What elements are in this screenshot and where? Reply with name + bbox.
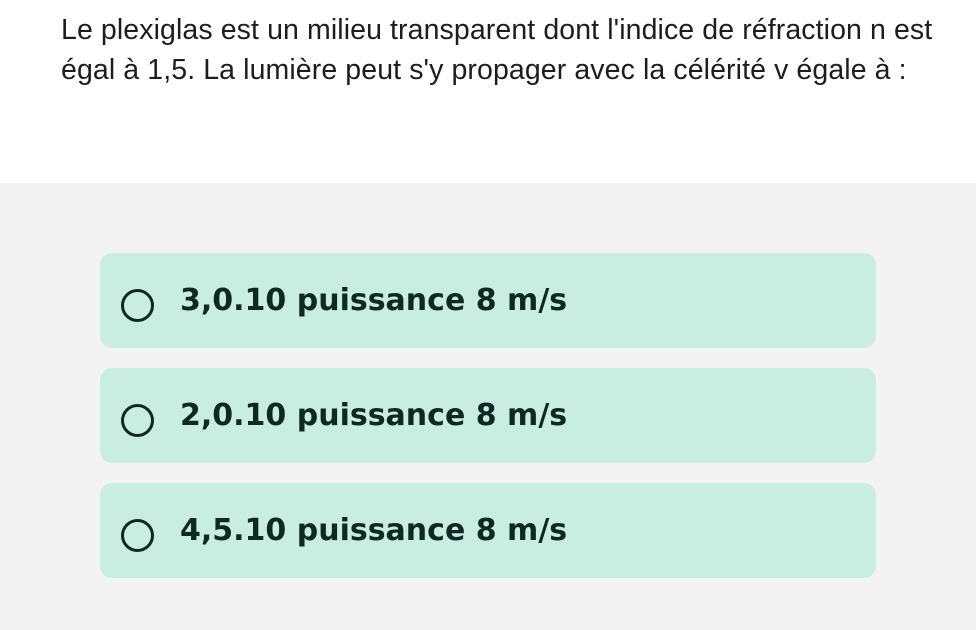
radio-button-icon[interactable] [121,519,154,552]
answer-label: 3,0.10 puissance 8 m/s [180,283,568,318]
question-text: Le plexiglas est un milieu transparent d… [61,14,933,86]
answer-option-2[interactable]: 2,0.10 puissance 8 m/s [100,368,876,463]
answer-label: 4,5.10 puissance 8 m/s [180,513,568,548]
answers-list: 3,0.10 puissance 8 m/s 2,0.10 puissance … [0,183,976,630]
radio-button-icon[interactable] [121,404,154,437]
radio-button-icon[interactable] [121,289,154,322]
answer-label: 2,0.10 puissance 8 m/s [180,398,568,433]
answer-option-1[interactable]: 3,0.10 puissance 8 m/s [100,253,876,348]
question-panel: Le plexiglas est un milieu transparent d… [0,0,976,183]
answer-option-3[interactable]: 4,5.10 puissance 8 m/s [100,483,876,578]
